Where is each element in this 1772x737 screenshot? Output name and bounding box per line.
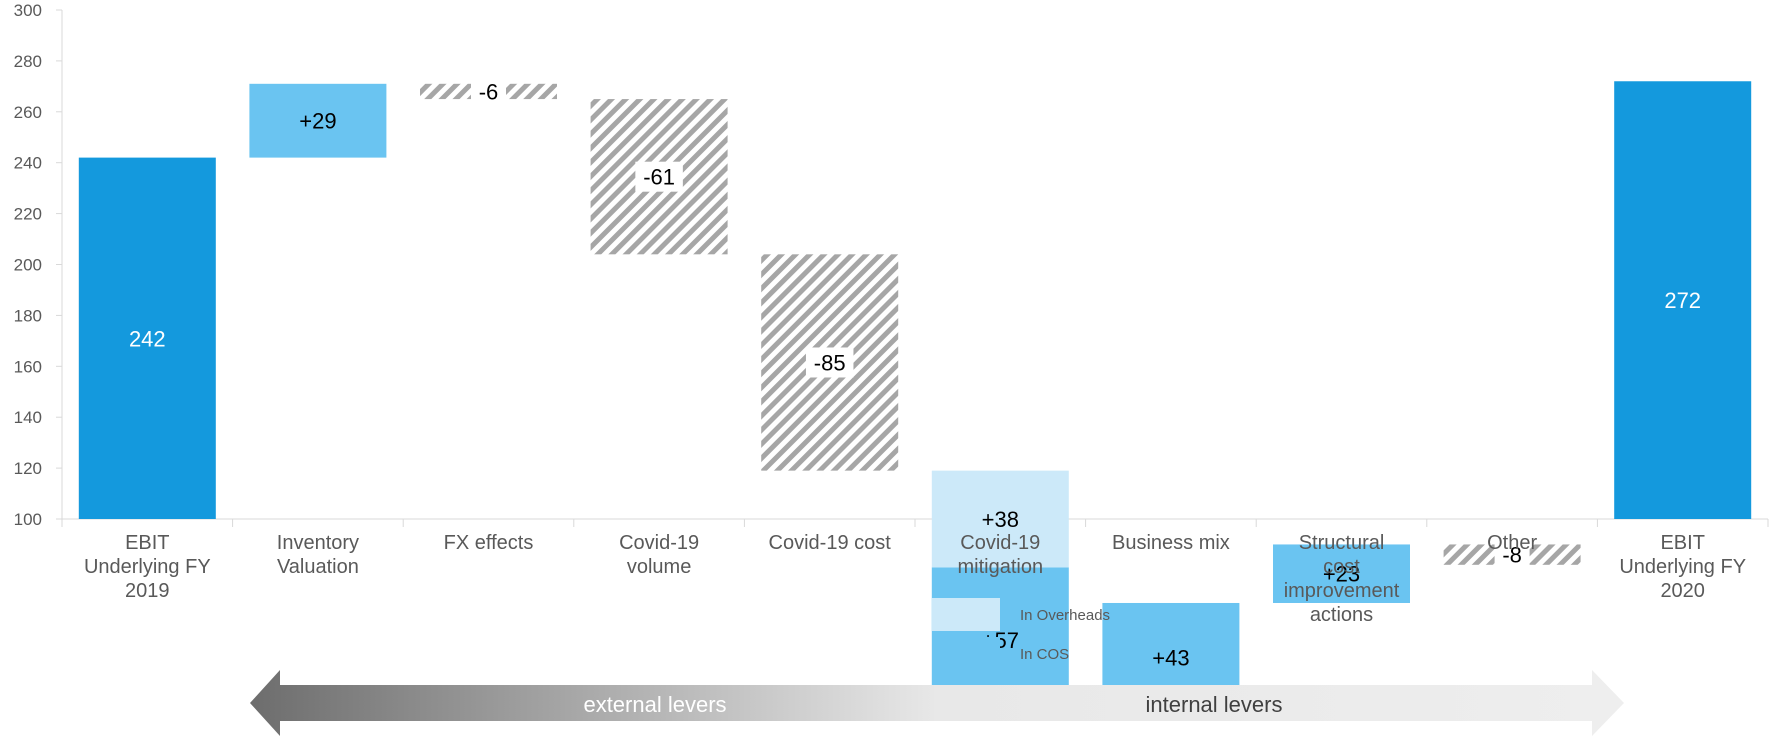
y-tick-label: 160	[14, 357, 42, 376]
y-tick-label: 100	[14, 510, 42, 529]
y-tick-label: 280	[14, 52, 42, 71]
bar-segment-in-overheads	[931, 470, 1069, 568]
bar-total	[78, 157, 216, 520]
legend-swatch	[932, 637, 1000, 670]
y-tick-label: 260	[14, 103, 42, 122]
lever-arrow-shape	[250, 670, 1624, 736]
x-category-label: Covid-19 mitigation	[957, 532, 1043, 578]
y-tick-label: 200	[14, 256, 42, 275]
y-tick-label: 240	[14, 154, 42, 173]
data-label: 242	[129, 326, 166, 351]
chart-bars	[78, 81, 1752, 713]
bar-increase	[249, 83, 387, 158]
y-tick-label: 180	[14, 306, 42, 325]
legend-label: In COS	[1020, 646, 1069, 663]
lever-arrow: external levers internal levers	[250, 670, 1624, 736]
data-label: +29	[299, 109, 336, 134]
data-label: -8	[1502, 543, 1522, 568]
data-label: +23	[1323, 562, 1360, 587]
x-category-label: Structural cost improvement actions	[1284, 532, 1400, 626]
y-tick-label: 140	[14, 408, 42, 427]
data-label-background	[805, 347, 854, 378]
data-label: +43	[1152, 646, 1189, 671]
x-category-label: Business mix	[1112, 532, 1230, 554]
data-label: +38	[982, 507, 1019, 532]
chart-category-labels: EBIT Underlying FY 2019 Inventory Valuation F…	[84, 532, 1746, 626]
data-label-background	[471, 76, 506, 107]
data-label: 272	[1664, 288, 1701, 313]
internal-levers-label: internal levers	[1146, 692, 1283, 717]
x-category-label: EBIT Underlying FY 2020	[1619, 532, 1746, 602]
data-label-background	[1494, 539, 1530, 570]
y-tick-label: 220	[14, 205, 42, 224]
bar-total	[1614, 81, 1752, 519]
x-category-label: Covid-19 volume	[619, 532, 699, 578]
external-levers-label: external levers	[583, 692, 726, 717]
x-category-label: Covid-19 cost	[769, 532, 892, 554]
x-category-label: Other	[1487, 532, 1537, 554]
data-label: -6	[479, 79, 499, 104]
legend-swatch	[932, 598, 1000, 631]
data-label: -85	[814, 350, 846, 375]
y-tick-label: 300	[14, 1, 42, 20]
x-category-label: EBIT Underlying FY 2019	[84, 532, 211, 602]
chart-legend: In Overheads In COS	[932, 598, 1110, 670]
y-tick-label: 120	[14, 459, 42, 478]
chart-axes: 100 120 140 160 180 200 220 240 260 280 300	[14, 1, 1769, 529]
data-label: -61	[643, 165, 675, 190]
x-category-label: Inventory Valuation	[277, 532, 359, 578]
data-label-background	[635, 161, 683, 192]
legend-label: In Overheads	[1020, 607, 1110, 624]
bar-increase	[1273, 544, 1410, 603]
x-category-label: FX effects	[444, 532, 534, 554]
